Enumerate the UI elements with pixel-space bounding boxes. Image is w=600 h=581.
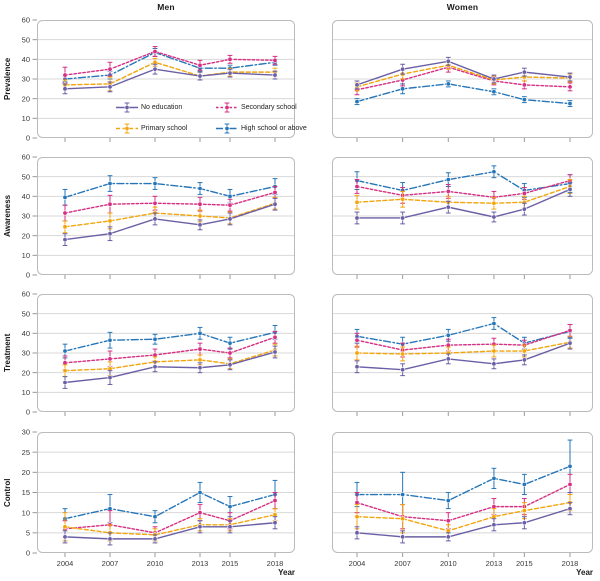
primary-school-line-marker-icon: [116, 123, 138, 134]
svg-text:40: 40: [22, 329, 30, 338]
no-education-line-marker-icon: [116, 102, 138, 113]
svg-text:0: 0: [26, 408, 30, 417]
row-label-treatment: Treatment: [3, 333, 12, 373]
svg-text:2013: 2013: [192, 559, 209, 568]
svg-text:0: 0: [26, 134, 30, 143]
svg-text:60: 60: [22, 290, 30, 299]
column-title-men: Men: [157, 2, 175, 12]
svg-text:2015: 2015: [222, 559, 239, 568]
chart-canvas: 0 10 20 30 40 50 60: [22, 16, 295, 143]
svg-text:2004: 2004: [57, 559, 74, 568]
row-label-prevalence: Prevalence: [3, 57, 12, 101]
svg-text:60: 60: [22, 16, 30, 25]
row-label-awareness: Awareness: [3, 194, 12, 238]
svg-text:30: 30: [22, 75, 30, 84]
chart-canvas: [332, 294, 593, 416]
svg-text:10: 10: [22, 251, 30, 260]
chart-canvas: 0 5 10 15 20 25 30 2004 2007 2010 2013 2015 2018: [22, 428, 295, 568]
legend-label: High school or above: [241, 125, 307, 132]
svg-text:0: 0: [26, 271, 30, 280]
legend-item-primary-school: Primary school: [116, 123, 202, 134]
panel-control-men: 0 5 10 15 20 25 30 2004 2007 2010 2013 2015 2018: [22, 428, 295, 568]
svg-text:2013: 2013: [486, 559, 503, 568]
panel-treatment-men: 0 10 20 30 40 50 60: [22, 290, 295, 417]
svg-text:2010: 2010: [440, 559, 457, 568]
svg-text:10: 10: [22, 508, 30, 517]
panel-prevalence-women: [332, 20, 593, 142]
svg-text:15: 15: [22, 488, 30, 497]
chart-canvas: 0 10 20 30 40 50 60: [22, 153, 295, 280]
panel-prevalence-men: 0 10 20 30 40 50 60: [22, 16, 295, 143]
svg-text:2007: 2007: [394, 559, 411, 568]
legend: No education Secondary school Primary sc…: [116, 102, 307, 134]
xaxis-title-women: Year: [576, 568, 593, 577]
chart-canvas: 0 10 20 30 40 50 60: [22, 290, 295, 417]
svg-text:60: 60: [22, 153, 30, 162]
svg-text:10: 10: [22, 388, 30, 397]
svg-text:40: 40: [22, 192, 30, 201]
legend-item-secondary-school: Secondary school: [216, 102, 307, 113]
chart-canvas: [332, 157, 593, 279]
svg-text:50: 50: [22, 172, 30, 181]
svg-text:50: 50: [22, 35, 30, 44]
panel-awareness-women: [332, 157, 593, 279]
svg-text:40: 40: [22, 55, 30, 64]
svg-text:0: 0: [26, 549, 30, 558]
svg-text:20: 20: [22, 94, 30, 103]
legend-label: Primary school: [141, 125, 188, 132]
row-label-control: Control: [3, 478, 12, 507]
svg-text:2018: 2018: [562, 559, 579, 568]
svg-text:20: 20: [22, 368, 30, 377]
svg-text:2007: 2007: [102, 559, 119, 568]
svg-text:30: 30: [22, 212, 30, 221]
svg-text:30: 30: [22, 428, 30, 437]
svg-text:2010: 2010: [147, 559, 164, 568]
high-school-line-marker-icon: [216, 123, 238, 134]
legend-item-high-school-or-above: High school or above: [216, 123, 307, 134]
chart-canvas: [332, 20, 593, 142]
secondary-school-line-marker-icon: [216, 102, 238, 113]
legend-label: Secondary school: [241, 104, 297, 111]
svg-text:5: 5: [26, 528, 30, 537]
svg-text:20: 20: [22, 468, 30, 477]
chart-canvas: 2004 2007 2010 2013 2015 2018: [332, 432, 593, 568]
panel-treatment-women: [332, 294, 593, 416]
svg-text:2015: 2015: [516, 559, 533, 568]
xaxis-title-men: Year: [278, 568, 295, 577]
svg-text:50: 50: [22, 309, 30, 318]
svg-text:25: 25: [22, 448, 30, 457]
panel-control-women: 2004 2007 2010 2013 2015 2018: [332, 432, 593, 568]
panel-awareness-men: 0 10 20 30 40 50 60: [22, 153, 295, 280]
legend-label: No education: [141, 104, 183, 111]
svg-text:10: 10: [22, 114, 30, 123]
svg-text:20: 20: [22, 231, 30, 240]
legend-item-no-education: No education: [116, 102, 202, 113]
column-title-women: Women: [446, 2, 479, 12]
svg-text:30: 30: [22, 349, 30, 358]
svg-text:2018: 2018: [267, 559, 284, 568]
svg-text:2004: 2004: [349, 559, 366, 568]
